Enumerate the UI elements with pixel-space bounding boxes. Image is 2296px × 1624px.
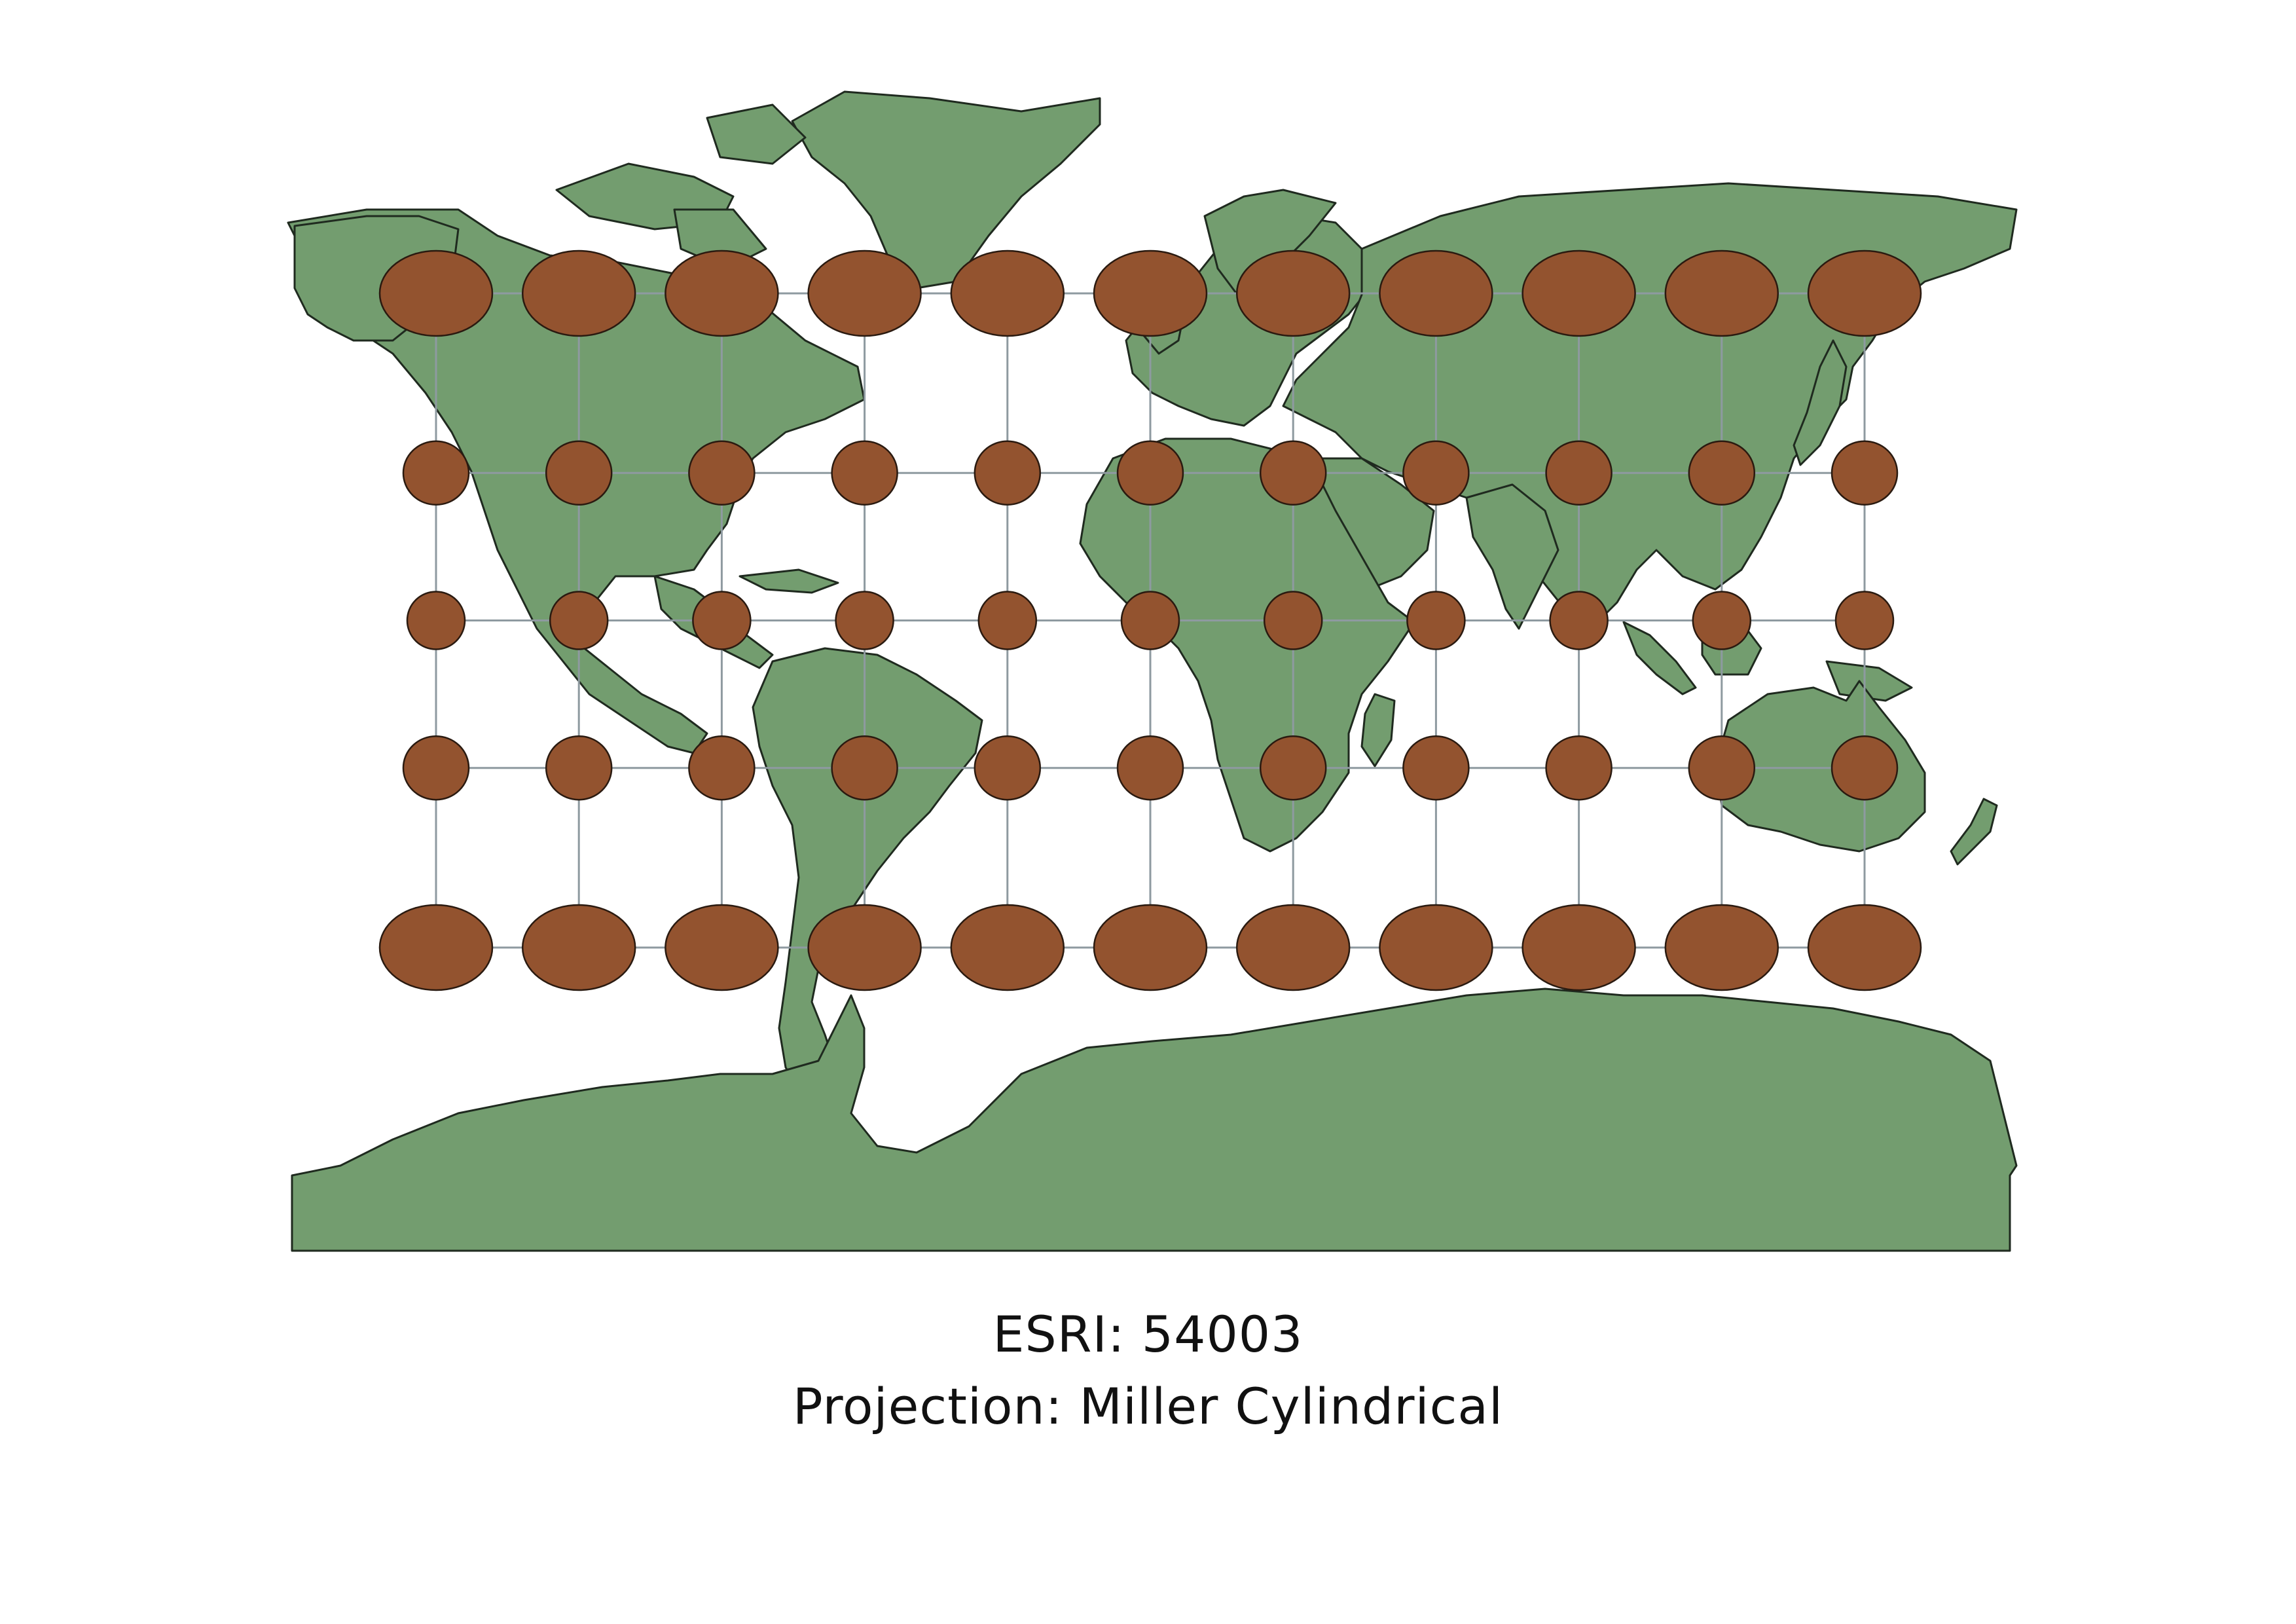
land-sumatra [1622, 621, 1697, 695]
tissot-ellipse-icon [1664, 249, 1779, 337]
tissot-ellipse-icon [1263, 591, 1323, 650]
tissot-ellipse-icon [1807, 249, 1922, 337]
land-arctic-islands-2 [706, 103, 807, 165]
tissot-ellipse-icon [1692, 591, 1752, 650]
esri-code-label: ESRI: 54003 [993, 1305, 1303, 1363]
tissot-ellipse-icon [1688, 440, 1756, 506]
tissot-ellipse-icon [688, 440, 756, 506]
tissot-ellipse-icon [665, 249, 779, 337]
tissot-ellipse-icon [950, 249, 1065, 337]
tissot-ellipse-icon [1688, 735, 1756, 801]
tissot-ellipse-icon [378, 904, 494, 991]
land-scandinavia [1203, 189, 1337, 296]
tissot-ellipse-icon [549, 591, 609, 650]
tissot-ellipse-icon [1831, 440, 1899, 506]
tissot-ellipse-icon [1834, 591, 1895, 650]
tissot-ellipse-icon [1402, 735, 1470, 801]
tissot-ellipse-icon [665, 904, 779, 991]
tissot-ellipse-icon [521, 249, 636, 337]
tissot-ellipse-icon [688, 735, 756, 801]
tissot-ellipse-icon [1093, 249, 1208, 337]
land-greenland [791, 90, 1101, 289]
land-cuba [738, 568, 839, 594]
tissot-ellipse-icon [1120, 591, 1180, 650]
tissot-ellipse-icon [1235, 904, 1351, 991]
tissot-ellipse-icon [974, 735, 1042, 801]
tissot-ellipse-icon [1522, 904, 1636, 991]
tissot-ellipse-icon [807, 904, 922, 991]
land-india [1465, 483, 1559, 630]
tissot-ellipse-icon [977, 591, 1038, 650]
tissot-ellipse-icon [378, 249, 494, 337]
tissot-ellipse-icon [1831, 735, 1899, 801]
tissot-ellipse-icon [974, 440, 1042, 506]
tissot-ellipse-icon [831, 440, 898, 506]
tissot-ellipse-icon [1545, 440, 1613, 506]
tissot-ellipse-icon [545, 440, 613, 506]
tissot-ellipse-icon [1259, 440, 1327, 506]
land-antarctica [291, 987, 2018, 1252]
land-new-zealand [1950, 798, 1998, 866]
tissot-ellipse-icon [1379, 904, 1493, 991]
tissot-ellipse-icon [1545, 735, 1613, 801]
tissot-ellipse-icon [1807, 904, 1922, 991]
tissot-ellipse-icon [1093, 904, 1208, 991]
tissot-ellipse-icon [1379, 249, 1493, 337]
tissot-ellipse-icon [1664, 904, 1779, 991]
tissot-ellipse-icon [1116, 440, 1184, 506]
land-australia [1714, 680, 1926, 853]
tissot-ellipse-icon [1522, 249, 1636, 337]
tissot-ellipse-icon [1549, 591, 1609, 650]
tissot-ellipse-icon [1402, 440, 1470, 506]
tissot-ellipse-icon [1116, 735, 1184, 801]
tissot-ellipse-icon [807, 249, 922, 337]
land-south-america [752, 647, 983, 1101]
tissot-ellipse-icon [406, 591, 466, 650]
tissot-ellipse-icon [402, 440, 470, 506]
tissot-ellipse-icon [831, 735, 898, 801]
tissot-ellipse-icon [950, 904, 1065, 991]
land-new-guinea [1825, 660, 1913, 702]
tissot-indicatrix-layer [378, 249, 1922, 991]
tissot-ellipse-icon [402, 735, 470, 801]
tissot-ellipse-icon [545, 735, 613, 801]
tissot-ellipse-icon [1406, 591, 1466, 650]
tissot-ellipse-icon [692, 591, 752, 650]
land-japan [1793, 339, 1848, 466]
tissot-ellipse-icon [521, 904, 636, 991]
tissot-ellipse-icon [1235, 249, 1351, 337]
projection-name-label: Projection: Miller Cylindrical [792, 1377, 1504, 1435]
land-madagascar [1360, 693, 1396, 767]
tissot-ellipse-icon [835, 591, 894, 650]
tissot-ellipse-icon [1259, 735, 1327, 801]
